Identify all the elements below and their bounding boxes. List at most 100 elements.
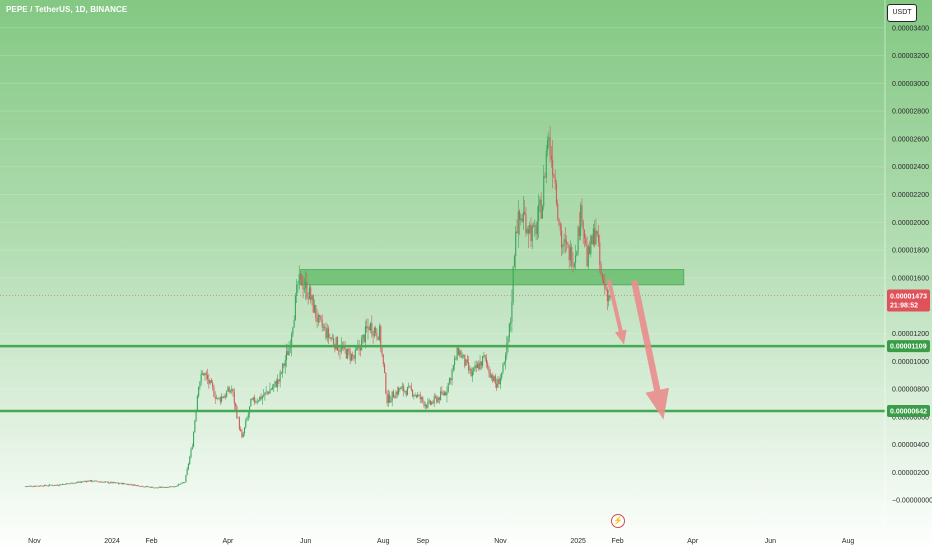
candle	[473, 366, 475, 375]
candle	[292, 326, 294, 338]
candle	[126, 483, 128, 485]
candle	[591, 234, 593, 245]
candle	[125, 483, 127, 485]
candle	[559, 221, 561, 237]
candle	[298, 265, 300, 290]
candle	[532, 222, 535, 228]
candle	[135, 484, 137, 487]
candle	[139, 486, 141, 488]
candle	[522, 195, 524, 230]
current-price-tag: 0.00001473 21:98:52	[887, 289, 930, 312]
candle	[305, 270, 307, 300]
candle	[149, 486, 151, 488]
candle	[161, 486, 163, 488]
candle	[525, 207, 527, 237]
candle	[170, 486, 172, 488]
candle	[193, 431, 195, 448]
candle	[600, 261, 602, 276]
x-tick-label: Sep	[417, 538, 430, 545]
candle	[273, 383, 275, 393]
candle	[152, 486, 154, 488]
candle	[376, 328, 378, 341]
candle	[434, 394, 437, 400]
candle	[49, 483, 51, 487]
lightning-icon[interactable]: ⚡	[611, 514, 625, 528]
candle	[215, 394, 218, 400]
candle	[115, 481, 117, 484]
candle	[482, 355, 484, 369]
candle	[363, 334, 365, 344]
candle	[144, 486, 146, 488]
candle	[257, 399, 260, 403]
candle	[44, 484, 46, 487]
candle	[386, 390, 388, 407]
candle	[606, 286, 608, 311]
y-tick-label: 0.00002800	[892, 109, 929, 116]
candle	[413, 394, 415, 400]
x-axis[interactable]: Nov 2024 Feb Apr Jun Aug Sep Nov 2025 Feb Apr Jun Au…	[28, 538, 854, 545]
x-tick-label: Aug	[842, 538, 855, 545]
candle	[389, 390, 391, 404]
candle	[401, 382, 403, 392]
candle	[511, 289, 513, 333]
candle	[325, 322, 327, 341]
currency-button[interactable]: USDT	[887, 4, 917, 22]
candle	[282, 362, 284, 378]
candle	[437, 395, 439, 404]
candle	[354, 346, 356, 364]
candle	[566, 234, 568, 252]
candle	[562, 243, 564, 255]
candle	[92, 480, 94, 483]
candle	[384, 362, 386, 374]
candle	[185, 474, 187, 483]
candle	[412, 389, 414, 398]
candle	[443, 390, 445, 396]
candle	[88, 480, 90, 482]
candle	[38, 485, 41, 487]
candle	[373, 326, 375, 339]
candle	[406, 386, 409, 396]
candle	[312, 294, 314, 314]
candle	[599, 234, 601, 273]
candle	[163, 487, 165, 489]
candle	[72, 482, 74, 484]
candle	[583, 229, 586, 248]
candle	[350, 353, 353, 362]
candle	[424, 402, 426, 410]
candle	[164, 486, 167, 488]
candle	[609, 294, 611, 301]
candle	[221, 393, 223, 404]
candle	[420, 396, 423, 404]
candle	[302, 276, 304, 299]
candle	[466, 354, 468, 365]
projection-arrow	[606, 278, 627, 345]
candle	[418, 393, 420, 397]
candle	[240, 426, 242, 432]
y-axis[interactable]: 0.00003400 0.00003200 0.00003000 0.00002800…	[884, 0, 932, 528]
x-tick-label: Jun	[765, 538, 776, 545]
candle	[508, 322, 510, 343]
candle	[595, 218, 597, 246]
y-tick-label: 0.00000200	[892, 470, 929, 477]
candle	[475, 360, 477, 373]
candle	[569, 240, 572, 267]
candle	[203, 372, 205, 376]
candle	[89, 480, 91, 482]
candle	[269, 382, 271, 394]
candle	[119, 482, 121, 485]
candle	[147, 485, 149, 487]
candle	[159, 486, 161, 488]
candle	[512, 265, 514, 306]
candle	[352, 351, 354, 361]
candle	[54, 484, 56, 487]
candle	[409, 385, 411, 388]
candle	[138, 485, 140, 487]
candle	[124, 483, 126, 485]
candle	[541, 204, 544, 219]
candle	[445, 391, 447, 396]
candle	[462, 354, 465, 359]
candle	[128, 483, 130, 486]
candle	[35, 485, 37, 487]
